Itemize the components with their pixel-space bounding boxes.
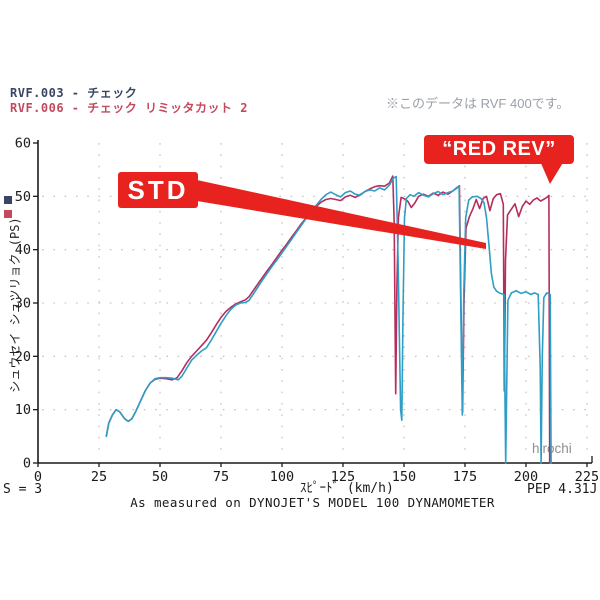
y-tick-label: 10 [15,402,31,418]
file-line-limiter-cut: RVF.006 - チェック リミッタカット 2 [10,101,248,115]
y-tick-label: 20 [15,349,31,365]
y-tick-label: 40 [15,242,31,258]
x-tick-label: 225 [575,469,599,485]
file-line-std: RVF.003 - チェック [10,86,138,100]
y-tick-label: 0 [23,456,31,472]
series-marker-redrev [4,210,12,218]
y-tick-label: 50 [15,189,31,205]
x-tick-label: 125 [331,469,355,485]
smoothing-readout: S = 3 [3,482,43,497]
red-rev-bubble-tail [540,161,564,184]
x-tick-label: 200 [514,469,538,485]
x-tick-label: 75 [213,469,229,485]
x-tick-label: 0 [34,469,42,485]
red-rev-callout: “RED REV” [424,135,574,164]
software-version: PEP 4.31J [527,482,598,497]
x-tick-label: 25 [91,469,107,485]
x-axis-title: ｽﾋﾟｰﾄﾞ (km/h) [300,481,394,496]
std-callout: STD [118,172,198,208]
y-tick-label: 60 [15,136,31,152]
x-tick-label: 50 [152,469,168,485]
x-tick-label: 100 [270,469,294,485]
red-rev-callout-label: “RED REV” [442,138,556,160]
series-curve-std [105,175,552,464]
data-note: ※このデータは RVF 400です。 [386,96,570,111]
dyno-footer-note: As measured on DYNOJET'S MODEL 100 DYNAM… [130,495,495,510]
y-tick-label: 30 [15,296,31,312]
x-tick-label: 150 [392,469,416,485]
x-tick-label: 175 [453,469,477,485]
series-marker-std [4,196,12,204]
std-callout-label: STD [127,174,189,205]
std-pointer-wedge [197,180,486,249]
